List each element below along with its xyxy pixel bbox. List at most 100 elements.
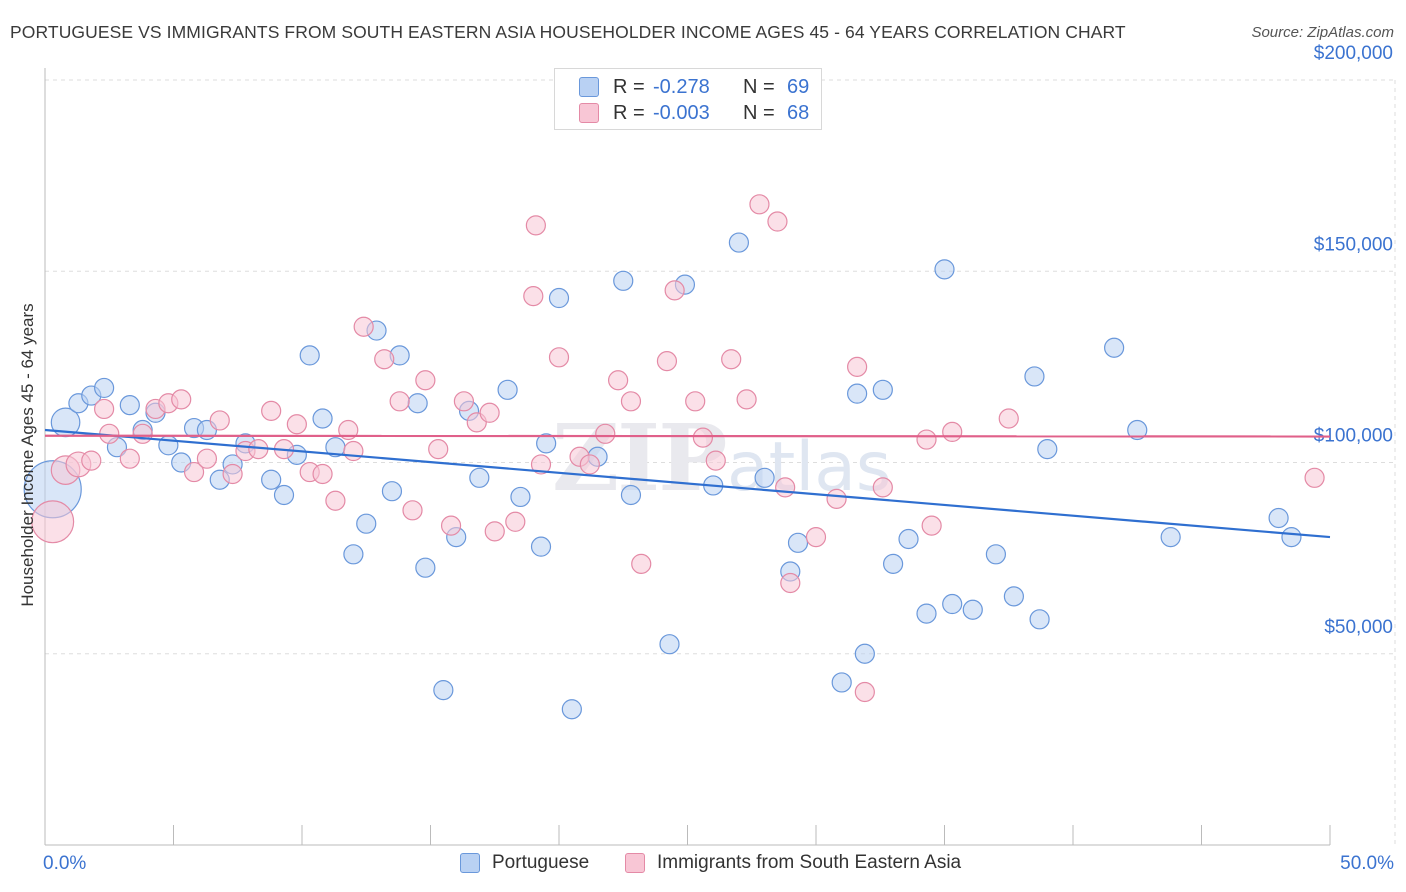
data-point-immigrants [222,463,243,485]
data-point-portuguese [962,599,983,620]
data-point-portuguese [985,544,1007,565]
data-point-immigrants [183,461,205,483]
data-point-immigrants [664,280,685,301]
data-point-portuguese [1160,526,1181,548]
data-point-portuguese [536,433,557,454]
data-point-immigrants [523,286,544,307]
data-point-portuguese [754,467,775,488]
data-point-immigrants [872,477,893,498]
data-point-portuguese [469,467,490,488]
data-point-immigrants [685,391,706,412]
data-point-immigrants [31,500,75,544]
data-point-portuguese [119,395,140,416]
data-point-immigrants [548,347,570,368]
data-point-portuguese [1127,419,1148,441]
data-point-immigrants [402,500,423,521]
data-point-immigrants [338,419,359,441]
data-point-immigrants [440,515,462,536]
data-point-portuguese [872,379,893,400]
data-point-immigrants [312,463,333,485]
data-point-immigrants [343,440,364,462]
data-point-immigrants [631,553,652,574]
n-label: N = [743,75,775,98]
data-point-immigrants [721,349,742,370]
data-point-immigrants [209,410,230,431]
data-point-portuguese [561,699,582,720]
data-point-portuguese [530,536,552,557]
data-point-portuguese [497,379,518,400]
data-point-immigrants [620,391,642,412]
data-point-immigrants [767,211,788,232]
data-point-portuguese [787,532,809,553]
chart-title: PORTUGUESE VS IMMIGRANTS FROM SOUTH EAST… [10,22,1126,42]
data-point-portuguese [831,672,852,693]
data-point-portuguese [728,232,750,253]
data-point-portuguese [934,259,955,280]
legend-item-immigrants: Immigrants from South Eastern Asia [625,852,961,874]
data-point-immigrants [119,448,140,469]
correlation-legend: R = -0.278 N = 69 R = -0.003 N = 68 [554,68,822,130]
data-point-immigrants [81,450,102,471]
data-point-immigrants [1304,467,1325,488]
data-point-immigrants [942,421,963,442]
data-point-portuguese [659,634,680,655]
data-point-immigrants [479,402,500,423]
data-point-portuguese [94,377,115,399]
legend-swatch-blue [460,853,480,873]
data-point-immigrants [775,477,796,498]
y-tick-label: $100,000 [1314,426,1393,447]
data-point-immigrants [171,389,192,410]
series-legend: Portuguese Immigrants from South Eastern… [0,852,1406,878]
legend-swatch-pink [625,853,645,873]
trend-line-portuguese [44,428,1331,539]
y-tick-label: $150,000 [1314,234,1393,255]
data-point-portuguese [898,528,919,550]
data-point-immigrants [921,515,942,536]
data-point-portuguese [381,481,403,502]
data-point-immigrants [484,521,505,542]
y-tick-label: $200,000 [1314,43,1393,64]
data-point-portuguese [510,486,531,508]
n-value: 68 [787,101,810,124]
data-point-portuguese [1024,366,1045,387]
data-point-immigrants [854,681,875,703]
r-label: R = [613,75,645,98]
data-point-immigrants [261,400,282,421]
data-point-portuguese [433,679,454,701]
data-point-portuguese [407,393,428,414]
n-value: 69 [787,75,810,98]
data-point-immigrants [705,450,726,471]
data-point-immigrants [595,423,616,444]
data-point-portuguese [1029,609,1050,630]
n-label: N = [743,101,775,124]
data-point-portuguese [356,513,377,534]
data-point-portuguese [299,345,320,366]
data-point-immigrants [286,414,307,435]
data-point-immigrants [847,356,868,377]
trend-line-immigrants [44,434,1331,438]
data-point-immigrants [998,408,1019,429]
data-point-immigrants [325,490,346,511]
data-point-immigrants [389,391,410,412]
data-point-portuguese [882,553,904,574]
data-point-immigrants [196,448,218,469]
x-tick-label: 50.0% [1340,853,1394,874]
data-point-portuguese [847,383,868,404]
y-axis-label: Householder Income Ages 45 - 64 years [18,303,37,607]
data-point-immigrants [530,454,552,475]
legend-label-portuguese: Portuguese [492,852,590,873]
data-point-immigrants [415,370,436,391]
legend-swatch-pink [579,103,599,123]
data-point-immigrants [505,511,526,532]
r-value: -0.003 [653,101,710,124]
data-point-portuguese [273,484,295,506]
data-point-portuguese [1281,526,1302,548]
data-point-portuguese [1104,337,1125,358]
data-point-portuguese [854,643,875,664]
data-point-immigrants [780,572,801,594]
legend-row-immigrants: R = -0.003 N = 68 [579,101,809,125]
data-point-immigrants [525,215,546,236]
data-point-immigrants [353,316,374,337]
data-point-portuguese [1268,507,1289,529]
legend-item-portuguese: Portuguese [460,852,589,874]
